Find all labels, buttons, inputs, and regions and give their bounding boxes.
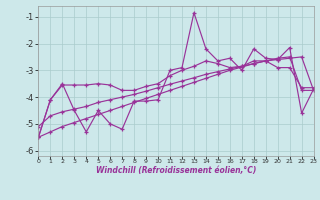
- X-axis label: Windchill (Refroidissement éolien,°C): Windchill (Refroidissement éolien,°C): [96, 166, 256, 175]
